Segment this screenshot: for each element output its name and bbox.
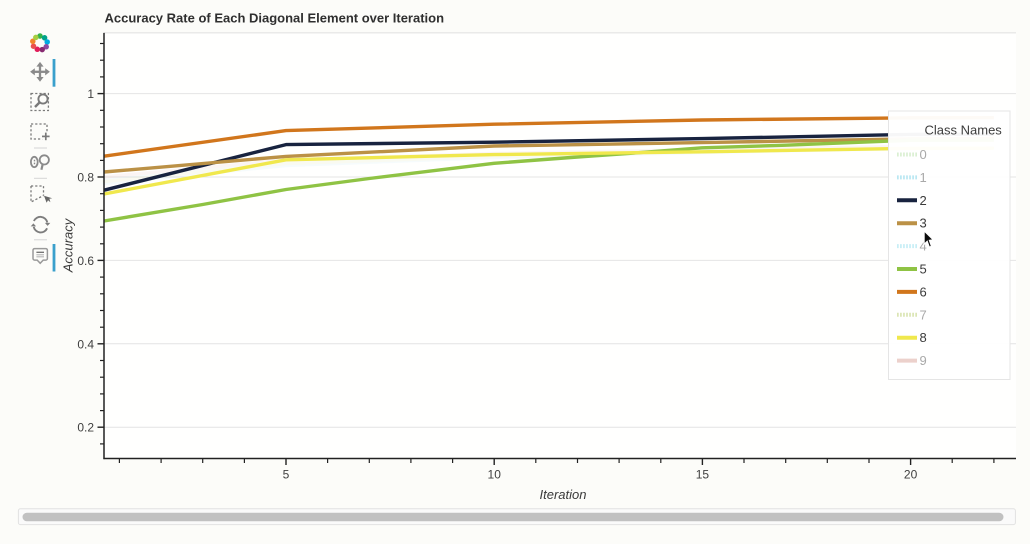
svg-text:0: 0 — [920, 147, 927, 162]
svg-text:9: 9 — [920, 353, 927, 368]
svg-text:2: 2 — [920, 193, 927, 208]
svg-text:15: 15 — [696, 468, 710, 482]
svg-text:10: 10 — [488, 468, 502, 482]
svg-text:0.4: 0.4 — [77, 337, 94, 351]
svg-text:4: 4 — [920, 239, 927, 254]
svg-text:0.8: 0.8 — [77, 171, 94, 185]
svg-text:1: 1 — [920, 170, 927, 185]
svg-text:0.2: 0.2 — [77, 421, 94, 435]
svg-text:3: 3 — [920, 216, 927, 231]
svg-text:5: 5 — [283, 468, 290, 482]
svg-text:0.6: 0.6 — [77, 254, 94, 268]
svg-text:20: 20 — [904, 468, 918, 482]
svg-text:Accuracy Rate of Each Diagonal: Accuracy Rate of Each Diagonal Element o… — [105, 11, 445, 26]
svg-text:8: 8 — [920, 330, 927, 345]
svg-text:Accuracy: Accuracy — [61, 217, 76, 273]
svg-text:Class Names: Class Names — [925, 122, 1003, 137]
svg-text:7: 7 — [920, 307, 927, 322]
svg-text:1: 1 — [87, 87, 94, 101]
svg-text:6: 6 — [920, 284, 927, 299]
svg-text:5: 5 — [920, 262, 927, 277]
svg-text:Iteration: Iteration — [540, 487, 587, 502]
